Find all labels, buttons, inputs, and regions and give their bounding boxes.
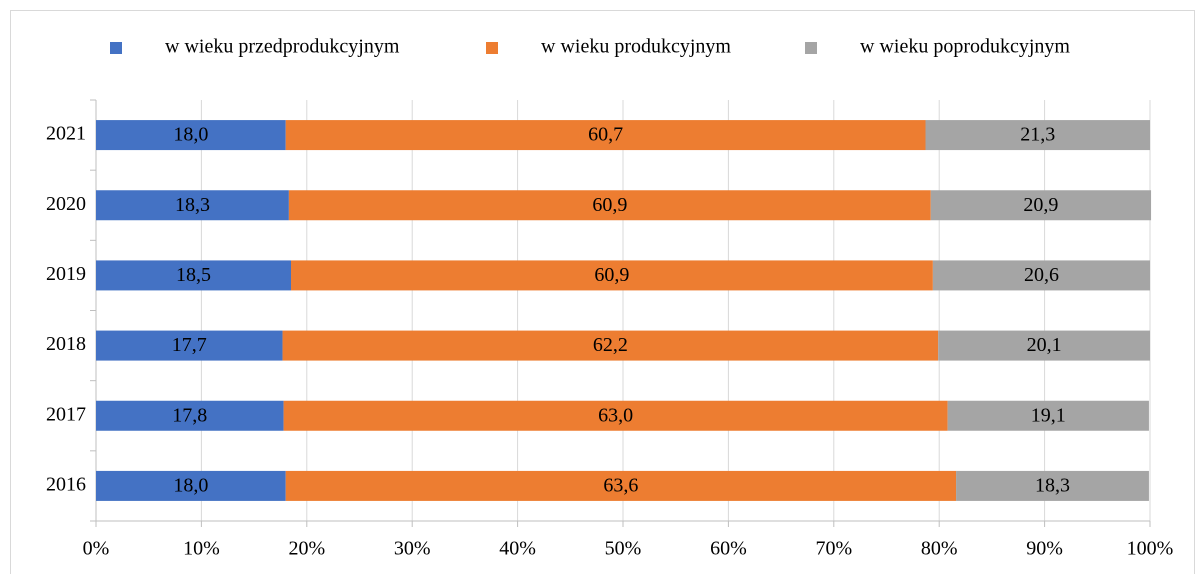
x-tick-label: 10%	[183, 538, 220, 560]
bar-segment	[290, 260, 933, 291]
y-tick-label: 2017	[46, 403, 86, 425]
y-tick-label: 2016	[46, 474, 86, 496]
legend-swatch	[110, 42, 122, 54]
legend-label: w wieku przedprodukcyjnym	[165, 36, 400, 58]
bar-segment	[282, 330, 939, 361]
bar-segment	[925, 120, 1150, 151]
data-label: 62,2	[593, 334, 628, 356]
data-label: 17,7	[172, 334, 207, 356]
data-label: 20,9	[1023, 194, 1058, 216]
bar-segment	[288, 190, 931, 221]
y-tick-label: 2021	[46, 123, 86, 145]
x-tick-label: 30%	[394, 538, 431, 560]
bar-segment	[285, 120, 926, 151]
bar-segment	[96, 190, 289, 221]
bar-segment	[283, 400, 948, 431]
legend-label: w wieku poprodukcyjnym	[860, 36, 1070, 58]
y-tick-label: 2018	[46, 333, 86, 355]
data-label: 63,6	[603, 475, 638, 497]
data-label: 18,3	[175, 194, 210, 216]
data-label: 18,0	[173, 124, 208, 146]
data-label: 18,0	[173, 475, 208, 497]
data-label: 60,9	[594, 264, 629, 286]
y-tick-label: 2020	[46, 193, 86, 215]
x-tick-label: 50%	[605, 538, 642, 560]
data-label: 19,1	[1031, 404, 1066, 426]
x-tick-label: 0%	[83, 538, 110, 560]
x-tick-label: 60%	[710, 538, 747, 560]
legend-swatch	[486, 42, 498, 54]
x-tick-label: 80%	[921, 538, 958, 560]
bar-segment	[956, 470, 1149, 501]
x-tick-label: 70%	[815, 538, 852, 560]
data-label: 20,6	[1024, 264, 1059, 286]
x-tick-label: 40%	[499, 538, 536, 560]
bar-segment	[96, 330, 283, 361]
y-tick-label: 2019	[46, 263, 86, 285]
bar-segment	[96, 260, 291, 291]
data-label: 21,3	[1020, 124, 1055, 146]
bar-segment	[96, 470, 286, 501]
bar-segment	[932, 260, 1150, 291]
data-label: 20,1	[1027, 334, 1062, 356]
bar-segment	[930, 190, 1152, 221]
legend-label: w wieku produkcyjnym	[541, 36, 731, 58]
x-tick-label: 90%	[1026, 538, 1063, 560]
bar-segment	[938, 330, 1150, 361]
data-label: 60,9	[592, 194, 627, 216]
data-label: 17,8	[172, 404, 207, 426]
data-label: 18,5	[176, 264, 211, 286]
data-label: 60,7	[588, 124, 623, 146]
data-label: 63,0	[598, 404, 633, 426]
data-label: 18,3	[1035, 475, 1070, 497]
bar-segment	[96, 400, 284, 431]
legend-swatch	[805, 42, 817, 54]
bar-segment	[947, 400, 1149, 431]
bar-segment	[96, 120, 286, 151]
x-tick-label: 20%	[288, 538, 325, 560]
x-tick-label: 100%	[1127, 538, 1174, 560]
bar-segment	[285, 470, 957, 501]
